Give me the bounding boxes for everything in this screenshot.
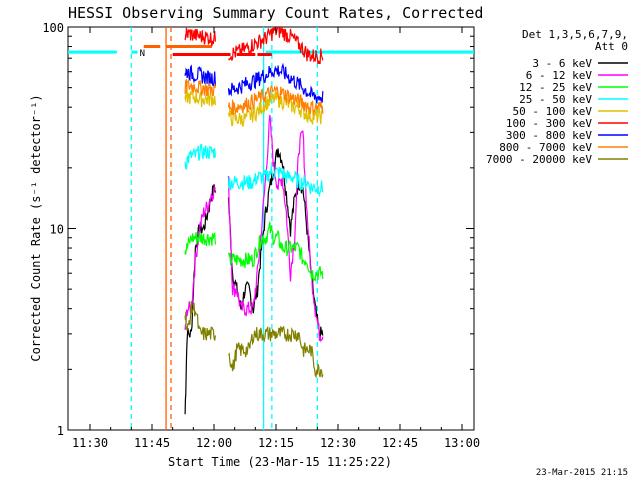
legend-label: 800 - 7000 keV (499, 141, 592, 154)
series-line (184, 27, 324, 65)
legend-label: 100 - 300 keV (506, 117, 592, 130)
legend-label: 7000 - 20000 keV (486, 153, 592, 166)
x-tick-label: 12:00 (196, 436, 232, 450)
x-tick-label: 12:45 (382, 436, 418, 450)
x-tick-label: 11:30 (72, 436, 108, 450)
legend-label: 6 - 12 keV (526, 69, 593, 82)
y-tick-label: 10 (50, 223, 64, 237)
x-axis-label: Start Time (23-Mar-15 11:25:22) (168, 455, 392, 469)
x-tick-label: 11:45 (134, 436, 170, 450)
series-line (184, 78, 324, 116)
series-line (184, 87, 324, 127)
legend-label: 50 - 100 keV (513, 105, 593, 118)
y-axis-label: Corrected Count Rate (s⁻¹ detector⁻¹) (29, 94, 43, 361)
saa-flag-label: N (140, 49, 145, 59)
series-line (184, 221, 324, 282)
legend-label: 3 - 6 keV (532, 57, 592, 70)
series-line (184, 62, 324, 104)
footer-timestamp: 23-Mar-2015 21:15 (536, 468, 628, 478)
y-tick-label: 100 (42, 21, 64, 35)
legend-header-line2: Att 0 (595, 40, 628, 53)
chart-title: HESSI Observing Summary Count Rates, Cor… (68, 4, 483, 22)
plot-traces: N (68, 27, 474, 430)
x-tick-label: 13:00 (444, 436, 480, 450)
y-tick-label: 1 (57, 424, 64, 438)
legend-header-line1: Det 1,3,5,6,7,9, (522, 28, 628, 41)
legend-label: 25 - 50 keV (519, 93, 592, 106)
legend-label: 300 - 800 keV (506, 129, 592, 142)
series-line (184, 143, 324, 198)
legend-label: 12 - 25 keV (519, 81, 592, 94)
x-tick-label: 12:30 (320, 436, 356, 450)
series-line (184, 301, 324, 379)
plot-area: N (67, 26, 475, 431)
x-tick-label: 12:15 (258, 436, 294, 450)
